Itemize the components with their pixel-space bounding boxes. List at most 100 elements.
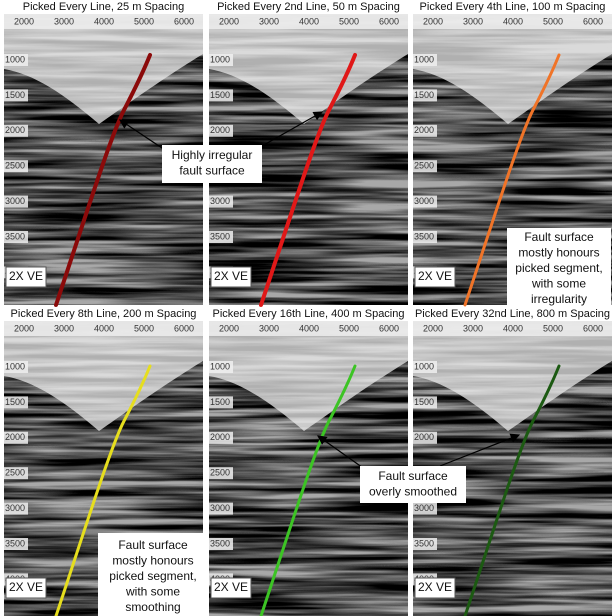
annotation-text: with some: [125, 585, 180, 599]
panel-title: Picked Every Line, 25 m Spacing: [23, 1, 184, 13]
fault-surface: [54, 53, 152, 307]
x-tick-label: 3000: [463, 323, 483, 333]
x-tick-label: 2000: [423, 323, 443, 333]
y-label-bg: [209, 538, 233, 550]
x-axis-strip: [413, 321, 612, 336]
panel-title: Picked Every 2nd Line, 50 m Spacing: [217, 1, 400, 13]
ve-label: 2X VE: [9, 269, 43, 283]
annotation-text: fault surface: [179, 164, 245, 178]
y-tick-label: 3000: [414, 503, 434, 513]
y-label-bg: [209, 124, 233, 137]
y-tick-label: 3000: [210, 503, 230, 513]
annotation-text: Fault surface: [524, 230, 594, 244]
y-label-bg: [413, 538, 437, 550]
x-tick-label: 4000: [94, 16, 114, 26]
annotation-text: with some: [531, 277, 586, 291]
ve-label: 2X VE: [214, 580, 248, 594]
y-label-bg: [209, 467, 233, 480]
x-tick-label: 6000: [174, 323, 194, 333]
annotation-arrow: [439, 433, 521, 467]
x-tick-label: 6000: [379, 323, 399, 333]
x-tick-label: 2000: [14, 323, 34, 333]
ve-box: [414, 266, 456, 288]
y-tick-label: 2500: [210, 468, 230, 478]
x-axis-strip: [413, 14, 612, 29]
panel-title: Picked Every 4th Line, 100 m Spacing: [420, 1, 606, 13]
y-tick-label: 3000: [414, 196, 434, 206]
annotation-text: irregularity: [531, 292, 587, 306]
x-tick-label: 6000: [583, 16, 603, 26]
y-label-bg: [209, 231, 233, 243]
y-tick-label: 1000: [210, 54, 230, 64]
y-tick-label: 3500: [414, 231, 434, 241]
x-tick-label: 4000: [299, 323, 319, 333]
y-label-bg: [4, 195, 28, 208]
x-tick-label: 2000: [219, 323, 239, 333]
y-label-bg: [4, 431, 28, 444]
y-label-bg: [413, 231, 437, 243]
x-tick-label: 6000: [174, 16, 194, 26]
panel: Picked Every 2nd Line, 50 m Spacing 2000 3…: [209, 1, 408, 307]
ve-box: [210, 266, 252, 288]
ve-box: [5, 266, 47, 288]
x-tick-label: 5000: [339, 16, 359, 26]
y-tick-label: 3500: [210, 231, 230, 241]
y-label-bg: [413, 160, 437, 173]
panel: Picked Every 16th Line, 400 m Spacing 200…: [209, 308, 408, 616]
y-label-bg: [209, 431, 233, 444]
fault-surface: [259, 53, 357, 307]
annotation-text: picked segment,: [109, 569, 196, 583]
y-tick-label: 3500: [5, 538, 25, 548]
ve-box: [210, 577, 252, 599]
x-axis-strip: [209, 321, 408, 336]
ve-label: 2X VE: [214, 269, 248, 283]
annotation-box: [162, 145, 262, 183]
y-label-bg: [4, 160, 28, 173]
y-tick-label: 1500: [210, 397, 230, 407]
water-layer: [209, 14, 408, 124]
y-label-bg: [413, 361, 437, 373]
x-tick-label: 5000: [134, 323, 154, 333]
annotation-text: Fault surface: [118, 538, 188, 552]
y-tick-label: 1500: [414, 397, 434, 407]
y-label-bg: [413, 124, 437, 137]
y-tick-label: 2000: [5, 125, 25, 135]
y-label-bg: [4, 396, 28, 409]
annotation-arrow: [254, 111, 324, 151]
water-layer: [4, 321, 203, 431]
ve-label: 2X VE: [418, 269, 452, 283]
water-layer: [4, 14, 203, 124]
ve-box: [5, 577, 47, 599]
y-tick-label: 2000: [210, 125, 230, 135]
x-axis-strip: [4, 321, 203, 336]
y-label-bg: [209, 502, 233, 515]
annotation-text: Fault surface: [378, 469, 448, 483]
x-tick-label: 6000: [379, 16, 399, 26]
y-tick-label: 3000: [210, 196, 230, 206]
y-label-bg: [413, 502, 437, 515]
annotation-text: smoothing: [125, 600, 180, 614]
x-tick-label: 3000: [259, 16, 279, 26]
x-tick-label: 2000: [14, 16, 34, 26]
x-tick-label: 3000: [54, 16, 74, 26]
x-axis-strip: [4, 14, 203, 29]
x-tick-label: 4000: [503, 323, 523, 333]
y-tick-label: 2000: [5, 432, 25, 442]
x-tick-label: 6000: [583, 323, 603, 333]
annotation-text: overly smoothed: [369, 485, 457, 499]
y-tick-label: 1500: [210, 90, 230, 100]
x-tick-label: 4000: [94, 323, 114, 333]
fault-surface: [54, 364, 152, 616]
y-label-bg: [413, 54, 437, 66]
x-tick-label: 4000: [299, 16, 319, 26]
y-label-bg: [4, 89, 28, 102]
y-tick-label: 1000: [414, 54, 434, 64]
y-tick-label: 1000: [5, 361, 25, 371]
ve-box: [414, 577, 456, 599]
y-tick-label: 1500: [414, 90, 434, 100]
x-tick-label: 2000: [219, 16, 239, 26]
x-tick-label: 3000: [54, 323, 74, 333]
y-label-bg: [209, 89, 233, 102]
y-label-bg: [209, 396, 233, 409]
y-label-bg: [209, 54, 233, 66]
